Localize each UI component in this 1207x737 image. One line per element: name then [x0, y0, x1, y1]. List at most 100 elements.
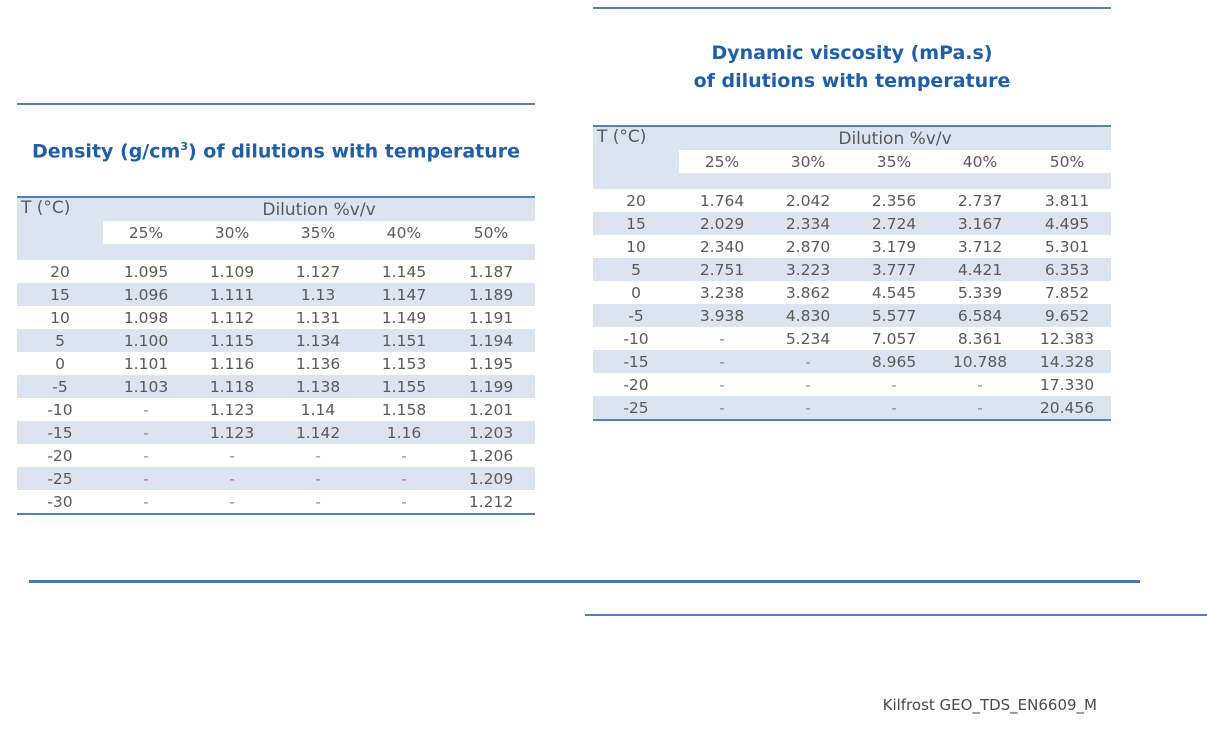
value-cell: 2.724 — [851, 212, 937, 235]
table-row: 5 2.751 3.223 3.777 4.421 6.353 — [593, 258, 1111, 281]
value-cell: 1.111 — [189, 283, 275, 306]
table-row: 0 3.238 3.862 4.545 5.339 7.852 — [593, 281, 1111, 304]
value-cell: 1.13 — [275, 283, 361, 306]
value-cell: 1.118 — [189, 375, 275, 398]
column-header: 25% — [679, 150, 765, 173]
temperature-header-spacer — [17, 221, 103, 244]
value-cell: 3.167 — [937, 212, 1023, 235]
temperature-cell: 5 — [17, 329, 103, 352]
value-cell: - — [937, 396, 1023, 420]
value-cell: 8.965 — [851, 350, 937, 373]
spacer-cell — [937, 173, 1023, 189]
value-cell: 4.421 — [937, 258, 1023, 281]
value-cell: 1.209 — [447, 467, 535, 490]
value-cell: 1.103 — [103, 375, 189, 398]
table-row: 10 2.340 2.870 3.179 3.712 5.301 — [593, 235, 1111, 258]
temperature-cell: -20 — [47, 446, 73, 465]
value-cell: 1.199 — [447, 375, 535, 398]
value-cell: - — [765, 350, 851, 373]
column-header: 50% — [1023, 150, 1111, 173]
table-row: -15-1.123 1.142 1.16 1.203 — [17, 421, 535, 444]
value-cell: 1.212 — [468, 492, 514, 511]
document-code: Kilfrost GEO_TDS_EN6609_M — [882, 696, 1097, 714]
value-cell: - — [679, 396, 765, 420]
viscosity-table: T (°C) Dilution %v/v 25% 30% 35% 40% 50% 20 1.76… — [593, 125, 1111, 421]
spacer-cell — [679, 173, 765, 189]
temperature-cell: -20 — [623, 375, 649, 394]
column-header: 40% — [361, 221, 447, 244]
value-cell: - — [719, 375, 725, 394]
table-row: 5 1.100 1.115 1.134 1.151 1.194 — [17, 329, 535, 352]
value-cell: 1.127 — [295, 262, 341, 281]
value-cell: - — [143, 400, 149, 419]
temperature-cell: -25 — [17, 467, 103, 490]
value-cell: 1.100 — [103, 329, 189, 352]
temperature-cell: -5 — [17, 375, 103, 398]
temperature-cell: -25 — [593, 396, 679, 420]
value-cell: 2.737 — [957, 191, 1003, 210]
viscosity-title-line2: of dilutions with temperature — [693, 70, 1011, 92]
value-cell: 1.116 — [209, 354, 255, 373]
value-cell: 1.142 — [275, 421, 361, 444]
value-cell: 1.138 — [275, 375, 361, 398]
value-cell: 2.751 — [679, 258, 765, 281]
value-cell: - — [275, 467, 361, 490]
spacer-cell — [189, 244, 275, 260]
value-cell: - — [315, 446, 321, 465]
value-cell: 4.830 — [765, 304, 851, 327]
temperature-cell: -5 — [593, 304, 679, 327]
value-cell: 1.195 — [468, 354, 514, 373]
value-cell: 7.852 — [1044, 283, 1090, 302]
column-header: 40% — [937, 150, 1023, 173]
value-cell: 5.301 — [1044, 237, 1090, 256]
value-cell: 14.328 — [1023, 350, 1111, 373]
value-cell: - — [679, 350, 765, 373]
value-cell: 3.862 — [785, 283, 831, 302]
lower-rule — [29, 580, 1140, 583]
temperature-cell: 0 — [631, 283, 641, 302]
value-cell: - — [229, 492, 235, 511]
value-cell: - — [143, 492, 149, 511]
value-cell: - — [361, 467, 447, 490]
value-cell: - — [143, 446, 149, 465]
value-cell: 1.147 — [361, 283, 447, 306]
value-cell: 1.187 — [468, 262, 514, 281]
spacer-cell — [17, 244, 103, 260]
temperature-cell: 10 — [626, 237, 646, 256]
value-cell: 3.777 — [851, 258, 937, 281]
table-row: 15 1.096 1.111 1.13 1.147 1.189 — [17, 283, 535, 306]
value-cell: - — [891, 375, 897, 394]
table-row: -20 - - - - 1.206 — [17, 444, 535, 467]
value-cell: 1.194 — [447, 329, 535, 352]
value-cell: - — [189, 467, 275, 490]
column-header: 35% — [275, 221, 361, 244]
value-cell: 2.334 — [765, 212, 851, 235]
value-cell: 1.16 — [361, 421, 447, 444]
value-cell: 1.151 — [361, 329, 447, 352]
value-cell: 1.191 — [468, 308, 514, 327]
value-cell: 1.203 — [447, 421, 535, 444]
value-cell: 3.179 — [871, 237, 917, 256]
value-cell: 10.788 — [937, 350, 1023, 373]
header-spacer-row — [17, 244, 535, 260]
value-cell: 1.098 — [123, 308, 169, 327]
temperature-cell: -10 — [623, 329, 649, 348]
column-header: 50% — [447, 221, 535, 244]
value-cell: 1.131 — [295, 308, 341, 327]
value-cell: 1.153 — [381, 354, 427, 373]
density-table: T (°C) Dilution %v/v 25% 30% 35% 40% 50% 20 1.09… — [17, 196, 535, 515]
value-cell: 12.383 — [1039, 329, 1095, 348]
viscosity-title-line1: Dynamic viscosity (mPa.s) — [711, 42, 993, 64]
value-cell: - — [977, 375, 983, 394]
value-cell: 5.577 — [851, 304, 937, 327]
value-cell: 2.029 — [679, 212, 765, 235]
spacer-cell — [593, 173, 679, 189]
temperature-cell: 5 — [593, 258, 679, 281]
header-row: T (°C) Dilution %v/v — [593, 125, 1111, 150]
value-cell: 6.353 — [1023, 258, 1111, 281]
spacer-cell — [447, 244, 535, 260]
table-row: 20 1.764 2.042 2.356 2.737 3.811 — [593, 189, 1111, 212]
table-row: -25- - - -20.456 — [593, 396, 1111, 420]
spacer-cell — [103, 244, 189, 260]
temperature-cell: -15 — [17, 421, 103, 444]
